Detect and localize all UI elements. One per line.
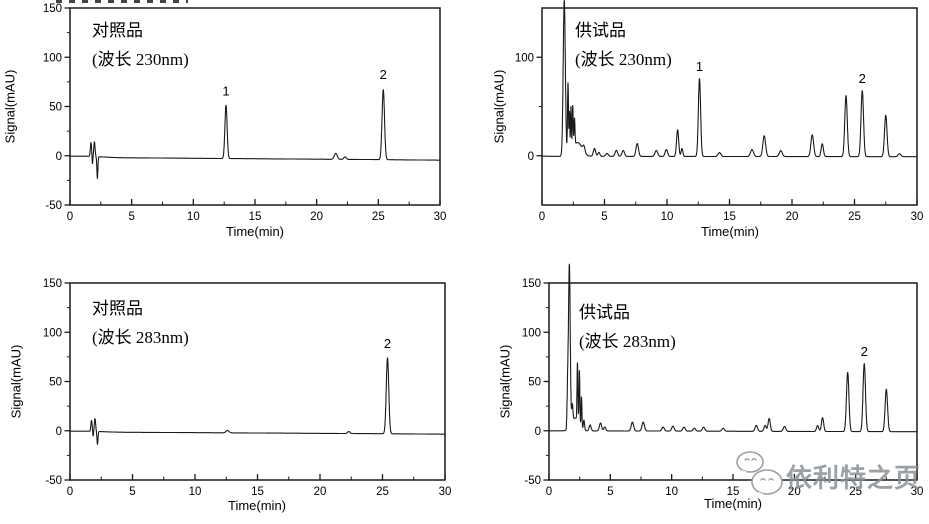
chromatogram-trace bbox=[69, 89, 441, 179]
sample-label: 供试品 bbox=[575, 21, 626, 40]
peak-label-1: 1 bbox=[696, 59, 703, 74]
wavelength-label: (波长 230nm) bbox=[575, 50, 672, 69]
x-tick-label: 25 bbox=[848, 211, 861, 223]
y-tick-label: 0 bbox=[56, 151, 62, 163]
x-tick-label: 15 bbox=[723, 211, 736, 223]
y-axis-title: Signal(mAU) bbox=[491, 69, 507, 144]
y-tick-label: 0 bbox=[535, 426, 541, 438]
chromatogram-trace bbox=[548, 263, 918, 433]
x-tick-label: 25 bbox=[372, 211, 385, 223]
chromatogram-plot: 0 5 10 15 20 25 30 -50 0 50 100 150 2 bbox=[522, 263, 924, 498]
y-tick-label: 0 bbox=[56, 426, 62, 438]
y-tick-label: 50 bbox=[49, 377, 62, 389]
y-tick-label: 0 bbox=[528, 151, 534, 163]
y-axis-title: Signal(mAU) bbox=[497, 344, 513, 419]
x-tick-label: 15 bbox=[251, 486, 264, 498]
y-tick-label: 150 bbox=[43, 278, 62, 290]
wavelength-label: (波长 230nm) bbox=[92, 50, 189, 69]
y-tick-label: -50 bbox=[45, 200, 62, 212]
chart-reference-230nm: 0 5 10 15 20 25 30 -50 0 50 100 150 1 2 对照品 (波长 230nm… bbox=[0, 0, 464, 262]
chromatogram-trace bbox=[69, 357, 446, 445]
x-tick-label: 25 bbox=[849, 486, 862, 498]
sample-annotation: 供试品 (波长 230nm) bbox=[575, 16, 672, 74]
x-tick-label: 5 bbox=[607, 486, 613, 498]
x-tick-label: 20 bbox=[788, 486, 801, 498]
x-tick-label: 0 bbox=[67, 486, 73, 498]
clipped-text-fragment bbox=[56, 0, 188, 3]
sample-annotation: 供试品 (波长 283nm) bbox=[579, 298, 676, 356]
chromatogram-plot: 0 5 10 15 20 25 30 -50 0 50 100 150 1 2 bbox=[43, 3, 447, 223]
x-tick-label: 30 bbox=[911, 211, 924, 223]
x-tick-label: 0 bbox=[67, 211, 73, 223]
y-tick-label: 100 bbox=[43, 327, 62, 339]
sample-annotation: 对照品 (波长 283nm) bbox=[92, 294, 189, 352]
x-tick-label: 20 bbox=[314, 486, 327, 498]
x-tick-label: 20 bbox=[310, 211, 323, 223]
x-tick-label: 25 bbox=[376, 486, 389, 498]
x-tick-label: 0 bbox=[546, 486, 552, 498]
chart-test-230nm: 0 5 10 15 20 25 30 0 100 1 2 供试品 (波长 230nm) Time(m… bbox=[465, 0, 929, 262]
y-tick-label: 100 bbox=[522, 327, 541, 339]
y-tick-label: 150 bbox=[43, 3, 62, 15]
peak-label-2: 2 bbox=[384, 336, 391, 351]
x-tick-label: 5 bbox=[601, 211, 607, 223]
y-axis-title: Signal(mAU) bbox=[2, 69, 18, 144]
x-tick-label: 30 bbox=[434, 211, 447, 223]
peak-label-1: 1 bbox=[222, 84, 229, 99]
y-tick-label: 50 bbox=[49, 102, 62, 114]
x-tick-label: 10 bbox=[189, 486, 202, 498]
y-tick-label: 150 bbox=[522, 278, 541, 290]
x-tick-label: 5 bbox=[129, 486, 135, 498]
chromatogram-plot: 0 5 10 15 20 25 30 0 100 1 2 bbox=[515, 0, 924, 223]
y-tick-label: -50 bbox=[45, 475, 62, 487]
y-tick-label: 100 bbox=[515, 52, 534, 64]
x-tick-label: 10 bbox=[661, 211, 674, 223]
sample-label: 供试品 bbox=[579, 303, 630, 322]
wavelength-label: (波长 283nm) bbox=[92, 328, 189, 347]
sample-annotation: 对照品 (波长 230nm) bbox=[92, 16, 189, 74]
y-tick-label: -50 bbox=[524, 475, 541, 487]
x-axis-title: Time(min) bbox=[225, 224, 285, 239]
x-tick-label: 15 bbox=[249, 211, 262, 223]
chromatogram-plot: 0 5 10 15 20 25 30 -50 0 50 100 150 2 bbox=[43, 278, 452, 498]
wavelength-label: (波长 283nm) bbox=[579, 332, 676, 351]
x-tick-label: 0 bbox=[539, 211, 545, 223]
sample-label: 对照品 bbox=[92, 299, 143, 318]
x-tick-label: 10 bbox=[187, 211, 200, 223]
x-axis-title: Time(min) bbox=[703, 496, 763, 511]
x-tick-label: 5 bbox=[128, 211, 134, 223]
x-axis-title: Time(min) bbox=[700, 224, 760, 239]
y-tick-label: 100 bbox=[43, 52, 62, 64]
peak-label-2: 2 bbox=[859, 71, 866, 86]
sample-label: 对照品 bbox=[92, 21, 143, 40]
y-axis-title: Signal(mAU) bbox=[8, 344, 24, 419]
chart-test-283nm: 0 5 10 15 20 25 30 -50 0 50 100 150 2 供试品 (波长 283nm)… bbox=[465, 262, 929, 524]
x-tick-label: 20 bbox=[786, 211, 799, 223]
peak-label-2: 2 bbox=[380, 67, 387, 82]
chart-reference-283nm: 0 5 10 15 20 25 30 -50 0 50 100 150 2 对照品 (波长 283nm)… bbox=[0, 262, 464, 524]
y-tick-label: 50 bbox=[528, 377, 541, 389]
peak-label-2: 2 bbox=[861, 344, 868, 359]
x-tick-label: 15 bbox=[727, 486, 740, 498]
x-tick-label: 30 bbox=[439, 486, 452, 498]
x-tick-label: 10 bbox=[665, 486, 678, 498]
x-axis-title: Time(min) bbox=[227, 498, 287, 513]
chromatogram-trace bbox=[541, 0, 918, 158]
x-tick-label: 30 bbox=[911, 486, 924, 498]
